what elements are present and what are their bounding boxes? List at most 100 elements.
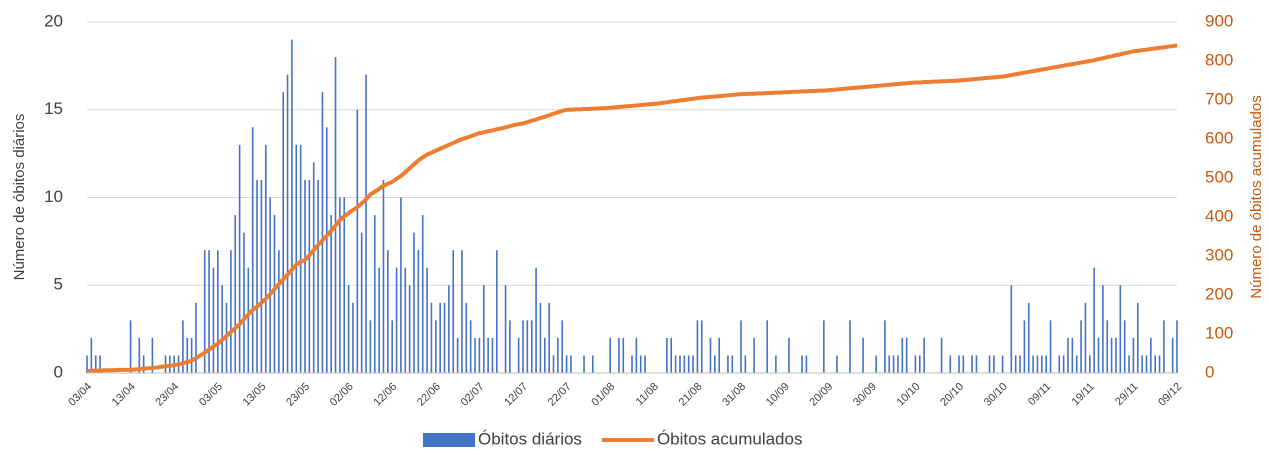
bar: [609, 337, 611, 373]
bar: [1027, 302, 1030, 373]
bar: [334, 57, 337, 373]
y-tick-label: 15: [44, 99, 63, 118]
bar: [269, 197, 271, 373]
legend-swatch: [423, 433, 475, 447]
bar: [273, 215, 276, 373]
line: [87, 43, 1178, 374]
x-tick-label: 12/07: [502, 381, 530, 409]
bar: [504, 285, 507, 373]
bar: [753, 337, 755, 373]
bar: [186, 337, 189, 373]
bar: [487, 337, 489, 373]
bar: [212, 267, 215, 373]
y-tick-label: 0: [54, 362, 63, 381]
bar: [308, 179, 311, 373]
bar: [709, 337, 712, 373]
bar: [618, 337, 620, 373]
bar: [962, 355, 965, 373]
bar: [674, 355, 677, 373]
bar: [696, 320, 699, 373]
bar: [439, 302, 441, 373]
y2-tick-label: 100: [1205, 323, 1233, 342]
y2-tick-label: 200: [1205, 284, 1233, 303]
bar: [164, 355, 167, 373]
bar: [539, 302, 542, 373]
bar: [535, 267, 537, 373]
bar: [805, 355, 808, 373]
bar: [788, 337, 790, 373]
bar: [1014, 355, 1017, 373]
bar: [1150, 337, 1152, 373]
bar: [234, 215, 237, 373]
bar: [988, 355, 991, 373]
bar: [635, 337, 638, 373]
bar: [583, 355, 585, 373]
bar: [622, 337, 625, 373]
x-tick-label: 10/09: [764, 381, 792, 409]
bar: [892, 355, 895, 373]
x-tick-label: 23/04: [153, 381, 181, 409]
bar: [1010, 285, 1013, 373]
bar: [295, 144, 298, 373]
bar: [557, 337, 559, 373]
bar: [509, 320, 511, 373]
bar: [1115, 337, 1117, 373]
x-tick-label: 02/07: [459, 381, 487, 409]
bar: [901, 337, 904, 373]
bar: [1163, 320, 1165, 373]
y2-tick-label: 500: [1205, 167, 1233, 186]
bar: [522, 320, 524, 373]
bar: [400, 197, 402, 373]
bar: [897, 355, 899, 373]
bar: [1075, 355, 1078, 373]
y2-tick-label: 600: [1205, 128, 1233, 147]
x-tick-label: 19/11: [1070, 381, 1097, 408]
bar: [221, 285, 223, 373]
bar: [875, 355, 877, 373]
bar: [1158, 355, 1161, 373]
x-tick-label: 03/05: [197, 381, 225, 409]
bar: [404, 267, 407, 373]
x-tick-label: 22/07: [546, 381, 574, 409]
bar: [142, 355, 145, 373]
y-tick-label: 20: [44, 11, 63, 30]
bar: [90, 337, 93, 373]
bar: [190, 337, 193, 373]
bar: [291, 39, 293, 374]
bar: [465, 302, 468, 373]
bar: [884, 320, 886, 373]
bar: [1058, 355, 1061, 373]
bar: [391, 320, 393, 373]
bar: [317, 179, 319, 373]
bar: [975, 355, 978, 373]
bar: [849, 320, 851, 373]
bar: [1145, 355, 1148, 373]
bar: [251, 127, 254, 373]
bar: [421, 215, 424, 373]
bar: [1102, 285, 1104, 373]
bar: [491, 337, 494, 373]
bar: [1071, 337, 1074, 373]
bar: [801, 355, 803, 373]
bar: [714, 355, 716, 373]
bar: [700, 320, 703, 373]
bar: [99, 355, 101, 373]
y2-tick-label: 300: [1205, 245, 1233, 264]
bar: [182, 320, 184, 373]
y2-tick-label: 900: [1205, 11, 1233, 30]
bar: [352, 302, 354, 373]
bar: [517, 337, 520, 373]
bar: [1067, 337, 1069, 373]
bar: [413, 232, 415, 373]
y2-tick-label: 400: [1205, 206, 1233, 225]
bar: [151, 337, 154, 373]
bar: [914, 355, 917, 373]
y-tick-label: 5: [54, 275, 63, 294]
x-tick-label: 09/12: [1156, 381, 1184, 409]
bar: [1171, 337, 1174, 373]
bar: [591, 355, 594, 373]
bar: [243, 232, 245, 373]
bar: [264, 144, 267, 373]
x-tick-label: 23/05: [284, 381, 312, 409]
bar: [1110, 337, 1113, 373]
